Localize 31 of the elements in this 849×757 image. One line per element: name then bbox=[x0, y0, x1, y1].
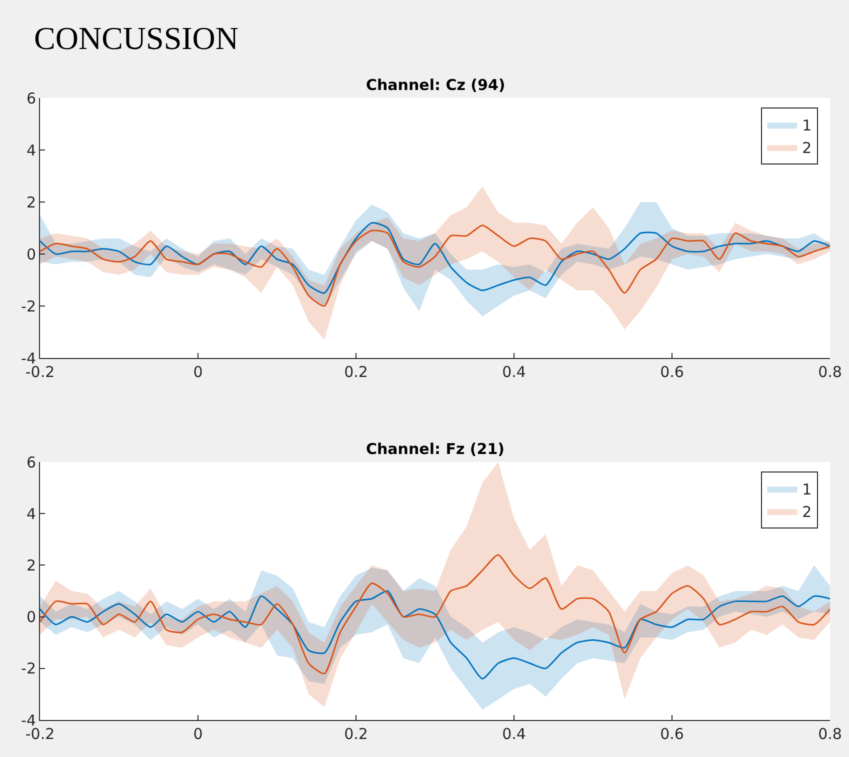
y-tick-label: 2 bbox=[26, 193, 36, 212]
x-tick-label: 0.8 bbox=[818, 363, 842, 381]
y-tick-label: 0 bbox=[26, 608, 36, 626]
legend-label: 1 bbox=[802, 116, 812, 134]
line-series bbox=[40, 224, 830, 307]
y-tick-label: 6 bbox=[26, 453, 36, 472]
x-tick-label: 0.4 bbox=[502, 725, 526, 743]
line-series bbox=[40, 590, 830, 680]
y-tick-label: 0 bbox=[26, 245, 36, 264]
legend-label: 1 bbox=[802, 480, 812, 498]
x-tick-label: 0.6 bbox=[660, 725, 684, 743]
x-tick-label: 0.2 bbox=[344, 363, 368, 381]
y-tick-label: 6 bbox=[26, 89, 36, 108]
line-series bbox=[40, 222, 830, 294]
chart-title: Channel: Fz (21) bbox=[366, 440, 504, 458]
x-tick-label: 0.2 bbox=[344, 725, 368, 743]
legend-label: 2 bbox=[802, 138, 812, 157]
x-tick-label: 0 bbox=[193, 363, 203, 381]
x-tick-label: 0.6 bbox=[660, 363, 684, 381]
line-series bbox=[40, 554, 830, 674]
y-tick-label: 2 bbox=[26, 556, 36, 574]
x-tick-label: 0 bbox=[193, 725, 203, 743]
y-tick-label: -2 bbox=[21, 297, 36, 316]
y-tick-label: -2 bbox=[21, 660, 36, 678]
legend-label: 2 bbox=[802, 502, 812, 521]
text: CONCUSSION bbox=[34, 20, 238, 56]
chart-title: Channel: Cz (94) bbox=[366, 76, 506, 94]
x-tick-label: 0.8 bbox=[818, 725, 842, 743]
y-tick-label: 4 bbox=[26, 141, 36, 160]
y-tick-label: 4 bbox=[26, 504, 36, 523]
x-tick-label: 0.4 bbox=[502, 363, 526, 381]
